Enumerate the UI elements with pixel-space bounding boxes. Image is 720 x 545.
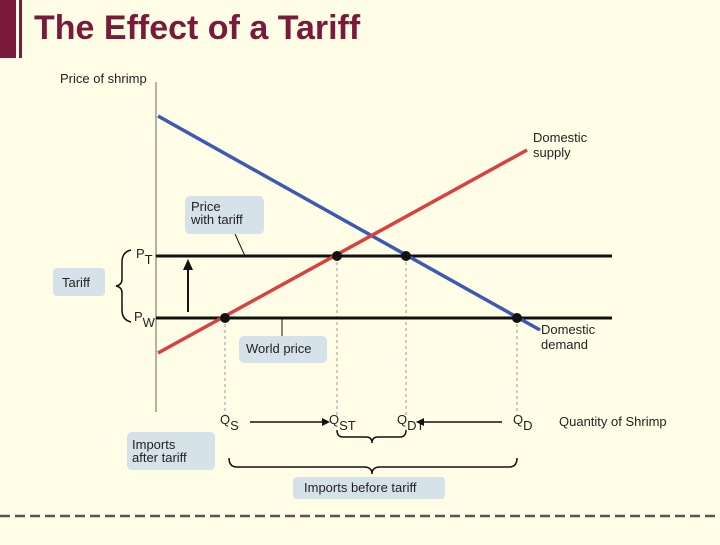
price-with-tariff-pointer	[234, 233, 246, 257]
price-with-tariff-label: Price with tariff	[190, 199, 243, 227]
demand-label: Domestic demand	[541, 322, 599, 352]
supply-label: Domestic supply	[533, 130, 591, 160]
world-price-label: World price	[246, 341, 312, 356]
tariff-brace	[115, 249, 132, 323]
demand-curve	[157, 114, 541, 332]
imports-after-label: Imports after tariff	[132, 437, 187, 465]
imports-after-arrowhead-right	[416, 418, 424, 426]
x-axis-label: Quantity of Shrimp	[559, 414, 667, 429]
imports-before-callout	[293, 477, 445, 499]
price-with-tariff-callout	[185, 196, 264, 234]
tariff-label: Tariff	[62, 275, 90, 290]
qdt-point	[401, 251, 411, 261]
imports-after-callout	[127, 432, 215, 470]
imports-before-brace	[228, 457, 518, 475]
qd-label: QD	[513, 412, 533, 433]
title-accent-bar	[0, 0, 16, 58]
y-axis-label: Price of shrimp	[60, 71, 147, 86]
tariff-arrow-head	[183, 259, 193, 270]
title-accent-stripe	[19, 0, 22, 58]
qst-point	[332, 251, 342, 261]
qd-point	[512, 313, 522, 323]
pw-label: PW	[134, 309, 156, 330]
qst-label: QST	[329, 412, 356, 433]
tariff-callout	[53, 268, 105, 296]
imports-after-arrowhead-left	[322, 418, 330, 426]
world-price-callout	[239, 336, 327, 363]
qs-point	[220, 313, 230, 323]
qs-label: QS	[220, 412, 239, 433]
pt-label: PT	[136, 246, 153, 267]
slide-title: The Effect of a Tariff	[34, 9, 361, 47]
imports-after-brace	[336, 429, 407, 444]
supply-curve	[157, 148, 528, 355]
imports-before-label: Imports before tariff	[304, 480, 417, 495]
